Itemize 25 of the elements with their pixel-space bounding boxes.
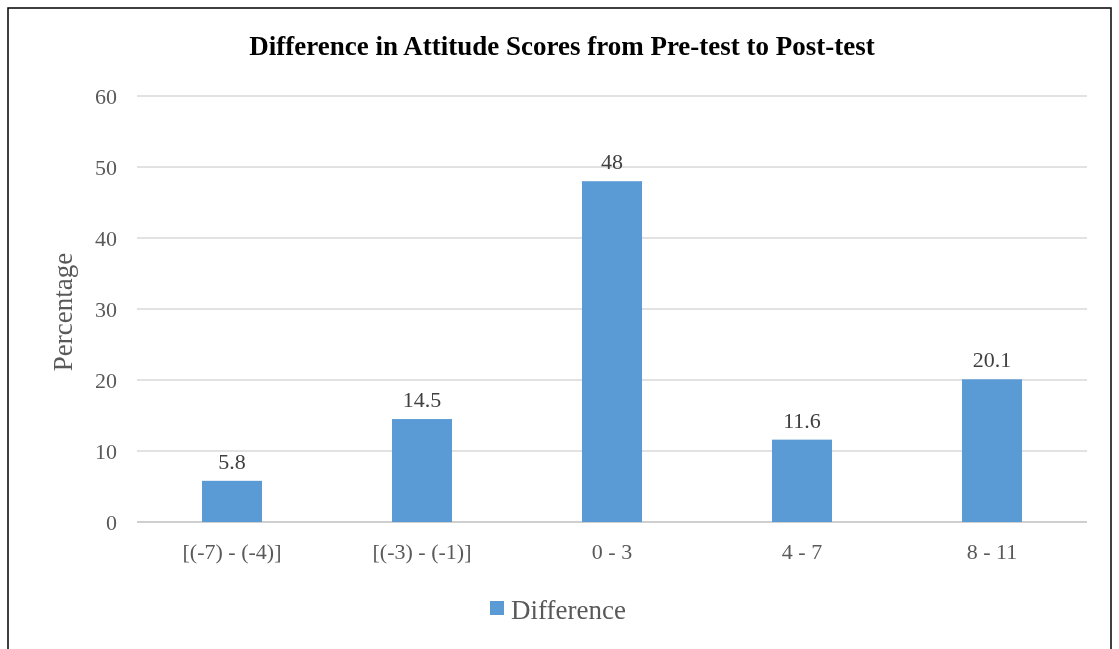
- bar: [961, 379, 1023, 522]
- x-tick-label: 0 - 3: [591, 539, 633, 564]
- x-tick-label: 8 - 11: [966, 539, 1018, 564]
- y-tick-label: 50: [95, 155, 117, 180]
- legend-label: Difference: [511, 595, 626, 625]
- chart-title: Difference in Attitude Scores from Pre-test to Post-test: [249, 31, 875, 61]
- bar: [201, 480, 263, 522]
- data-label: 14.5: [402, 387, 442, 413]
- y-tick-label: 40: [95, 226, 117, 251]
- data-label: 11.6: [783, 407, 821, 433]
- y-tick-label: 30: [95, 297, 117, 322]
- bar: [581, 181, 643, 522]
- x-tick-label: [(-7) - (-4)]: [182, 539, 282, 564]
- bar: [391, 419, 453, 522]
- x-tick-label: [(-3) - (-1)]: [372, 539, 472, 564]
- y-axis-title: Percentage: [48, 252, 78, 372]
- data-label: 5.8: [218, 448, 246, 474]
- data-label: 48: [601, 149, 623, 175]
- x-tick-label: 4 - 7: [781, 539, 823, 564]
- y-tick-label: 0: [106, 510, 117, 535]
- data-label: 20.1: [972, 347, 1012, 373]
- y-tick-label: 10: [95, 439, 117, 464]
- y-tick-label: 60: [95, 84, 117, 109]
- bar: [771, 439, 833, 522]
- y-tick-label: 20: [95, 368, 117, 393]
